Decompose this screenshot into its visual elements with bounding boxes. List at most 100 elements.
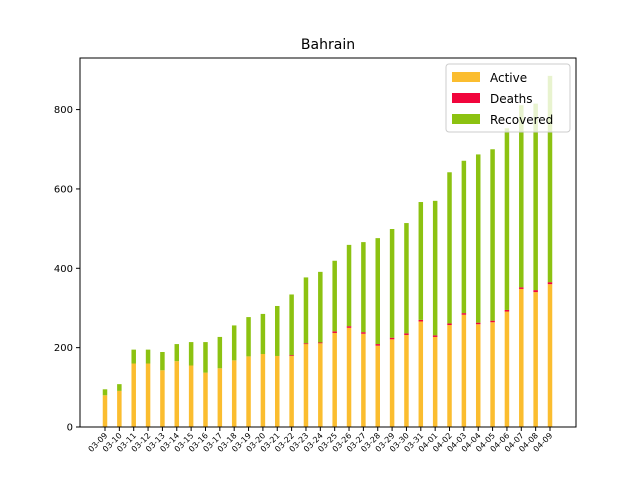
bar-recovered-03-23 xyxy=(303,277,309,344)
bar-active-03-14 xyxy=(174,361,180,427)
bar-active-03-13 xyxy=(160,370,165,427)
bar-active-03-31 xyxy=(418,321,424,427)
bar-active-04-08 xyxy=(533,292,538,427)
bar-active-04-05 xyxy=(490,322,495,427)
bar-deaths-03-27 xyxy=(361,332,366,334)
bar-deaths-03-24 xyxy=(318,342,323,344)
bar-active-03-24 xyxy=(318,343,323,427)
bar-active-03-28 xyxy=(375,345,380,427)
bar-deaths-03-28 xyxy=(375,344,380,346)
bar-recovered-04-08 xyxy=(533,103,538,291)
bar-recovered-03-13 xyxy=(160,352,165,371)
bar-recovered-03-14 xyxy=(174,344,180,362)
bar-recovered-03-16 xyxy=(203,342,208,373)
y-tick-label: 800 xyxy=(54,105,73,116)
bar-deaths-03-25 xyxy=(332,331,337,333)
bar-recovered-03-09 xyxy=(102,389,108,396)
bar-recovered-03-26 xyxy=(346,244,352,327)
bar-recovered-03-22 xyxy=(289,294,294,356)
bar-deaths-03-29 xyxy=(389,337,395,340)
bar-active-03-09 xyxy=(102,395,108,427)
bar-active-03-16 xyxy=(203,372,208,427)
bar-recovered-04-05 xyxy=(490,149,495,321)
bar-active-04-06 xyxy=(504,311,510,427)
legend-swatch-recovered xyxy=(452,114,480,124)
legend-swatch-active xyxy=(452,72,480,82)
bar-deaths-04-04 xyxy=(475,322,481,325)
bar-recovered-03-10 xyxy=(117,384,122,391)
bar-recovered-04-01 xyxy=(432,200,438,336)
bar-deaths-03-30 xyxy=(404,333,409,335)
bar-active-03-21 xyxy=(275,355,280,427)
y-tick-label: 0 xyxy=(67,423,73,434)
bar-deaths-04-02 xyxy=(447,323,452,326)
bar-active-03-18 xyxy=(231,360,237,427)
bar-deaths-03-26 xyxy=(346,326,352,328)
bar-active-04-02 xyxy=(447,325,452,427)
bar-recovered-04-09 xyxy=(547,75,553,283)
bar-deaths-03-23 xyxy=(303,343,309,345)
bar-deaths-04-07 xyxy=(519,287,524,289)
bar-recovered-03-11 xyxy=(131,349,136,364)
chart-title: Bahrain xyxy=(301,37,355,53)
bar-recovered-03-17 xyxy=(217,336,223,369)
bar-active-03-25 xyxy=(332,332,337,427)
bar-recovered-03-15 xyxy=(188,342,194,366)
bar-active-03-23 xyxy=(303,343,309,427)
legend: Active Deaths Recovered xyxy=(445,63,571,133)
bar-active-03-10 xyxy=(117,390,122,427)
bar-active-03-27 xyxy=(361,333,366,427)
bar-recovered-03-20 xyxy=(260,313,266,354)
bar-active-03-15 xyxy=(188,365,194,427)
y-tick-label: 400 xyxy=(54,264,73,275)
bar-recovered-03-27 xyxy=(361,242,366,333)
bar-active-04-03 xyxy=(461,314,467,427)
bar-active-03-12 xyxy=(145,363,151,427)
legend-label-active: Active xyxy=(490,71,527,85)
bar-recovered-03-19 xyxy=(246,317,251,357)
legend-swatch-deaths xyxy=(452,93,480,103)
bar-active-03-20 xyxy=(260,353,266,427)
bar-recovered-03-24 xyxy=(318,271,323,343)
bar-active-04-04 xyxy=(475,324,481,427)
bar-recovered-04-04 xyxy=(475,154,481,323)
bar-active-03-30 xyxy=(404,334,409,427)
legend-label-recovered: Recovered xyxy=(490,113,553,127)
bar-deaths-03-22 xyxy=(289,355,294,356)
legend-label-deaths: Deaths xyxy=(490,92,533,106)
bar-recovered-03-12 xyxy=(145,349,151,364)
bar-recovered-04-07 xyxy=(519,105,524,288)
bar-recovered-03-21 xyxy=(275,305,280,356)
bar-active-03-19 xyxy=(246,356,251,427)
bar-recovered-04-02 xyxy=(447,172,452,324)
bar-deaths-03-31 xyxy=(418,319,424,322)
bar-recovered-03-25 xyxy=(332,260,337,332)
bar-active-03-11 xyxy=(131,363,136,427)
bar-active-03-26 xyxy=(346,327,352,427)
y-tick-label: 600 xyxy=(54,184,73,195)
bar-active-03-17 xyxy=(217,368,223,427)
bar-recovered-03-31 xyxy=(418,202,424,320)
bars-group xyxy=(102,75,553,427)
bar-deaths-04-03 xyxy=(461,313,467,315)
bar-recovered-03-18 xyxy=(231,325,237,361)
bar-active-04-07 xyxy=(519,288,524,427)
bar-deaths-04-01 xyxy=(432,335,438,337)
bar-deaths-04-08 xyxy=(533,290,538,293)
x-axis-ticks: 03-0903-1003-1103-1203-1303-1403-1503-16… xyxy=(87,427,554,454)
plot-area-frame xyxy=(79,57,577,428)
bar-recovered-03-30 xyxy=(404,223,409,334)
bar-recovered-04-06 xyxy=(504,128,510,310)
bar-deaths-04-05 xyxy=(490,320,495,323)
bar-active-04-01 xyxy=(432,336,438,427)
y-axis-ticks: 0 200 400 600 800 xyxy=(54,105,80,434)
bar-active-03-29 xyxy=(389,339,395,427)
y-tick-label: 200 xyxy=(54,343,73,354)
bar-deaths-04-09 xyxy=(547,282,553,285)
bar-recovered-03-28 xyxy=(375,238,380,345)
bar-active-03-22 xyxy=(289,355,294,427)
bar-recovered-03-29 xyxy=(389,229,395,338)
bar-recovered-04-03 xyxy=(461,160,467,314)
bar-active-04-09 xyxy=(547,284,553,427)
